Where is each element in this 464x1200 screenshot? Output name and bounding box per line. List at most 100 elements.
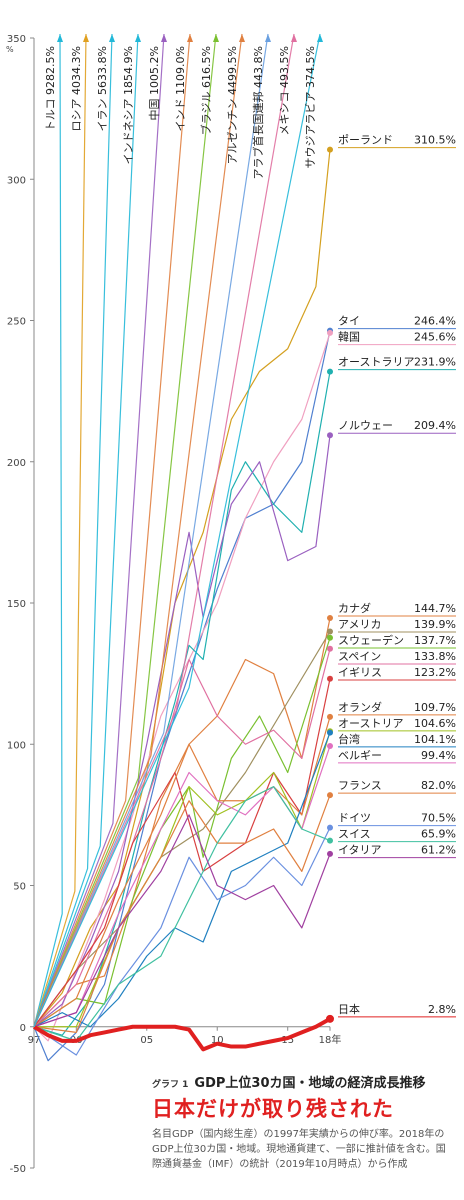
offscale-line <box>33 33 217 1027</box>
y-tick-label: 250 <box>7 317 26 328</box>
chart-caption: グラフ 1 GDP上位30カ国・地域の経済成長推移 日本だけが取り残された 名目G… <box>152 1072 452 1172</box>
offscale-arrow <box>239 34 245 42</box>
series-line <box>33 814 331 1028</box>
series-line <box>33 794 331 1034</box>
series-line <box>34 731 331 1028</box>
offscale-label: ロシア 4034.3% <box>70 46 83 131</box>
offscale-label: インドネシア 1854.9% <box>122 46 135 164</box>
caption-tag: グラフ 1 <box>152 1080 189 1090</box>
series-line <box>32 1017 331 1052</box>
offscale-line <box>33 33 243 1027</box>
series-value-label: 123.2% <box>414 666 456 679</box>
y-axis: -50 0 50 100 150 200 250 300 350% <box>6 34 35 1175</box>
series-name-label: イギリス <box>338 666 382 679</box>
x-tick-label: 15 <box>281 1035 294 1046</box>
offscale-arrow <box>317 34 323 42</box>
series-name-label: オーストリア <box>338 717 403 730</box>
series-end-marker <box>327 432 333 439</box>
offscale-label: アルゼンチン 4499.5% <box>226 46 239 164</box>
offscale-lines: トルコ 9282.5% ロシア 4034.3% イラン 5633.8% インドネシア … <box>33 33 323 1027</box>
series-value-label: 82.0% <box>421 779 456 792</box>
offscale-label: インド 1109.0% <box>174 46 187 131</box>
series-end-marker <box>327 675 333 682</box>
caption-title: 日本だけが取り残された <box>152 1097 394 1121</box>
series-end-marker <box>326 1014 334 1023</box>
offscale-line <box>33 33 87 1027</box>
offscale-label: ブラジル 616.5% <box>199 46 213 135</box>
series-line <box>33 827 331 1056</box>
series-name-label: タイ <box>338 315 360 328</box>
series-line <box>33 648 331 1028</box>
series-end-marker <box>327 742 333 749</box>
offscale-label: アラブ首長国連邦 443.8% <box>251 46 265 179</box>
offscale-line <box>33 33 63 1027</box>
series-value-label: 209.4% <box>414 419 456 432</box>
offscale-line <box>33 33 165 1027</box>
offscale-line <box>33 33 191 1027</box>
series-name-label: ドイツ <box>338 812 371 825</box>
y-tick-label: 300 <box>7 175 26 186</box>
series-name-label: アメリカ <box>338 618 381 631</box>
series-name-label: スペイン <box>338 650 381 663</box>
series-name-label: フランス <box>338 779 382 792</box>
offscale-line <box>33 33 113 1027</box>
series-name-label: カナダ <box>338 601 371 615</box>
series-end-marker <box>327 645 333 652</box>
y-tick-label: 150 <box>7 599 26 610</box>
offscale-arrow <box>161 34 167 42</box>
series-end-marker <box>327 628 333 635</box>
series-end-marker <box>327 850 333 857</box>
series-end-marker <box>327 614 333 621</box>
series-name-label: オーストラリア <box>338 356 414 369</box>
series-value-label: 2.8% <box>428 1003 456 1016</box>
offscale-arrow <box>213 34 219 42</box>
series-line <box>33 332 331 1042</box>
series-name-label: 台湾 <box>338 732 360 746</box>
offscale-arrow <box>135 34 141 42</box>
series-end-marker <box>327 729 333 736</box>
series-line <box>33 732 331 1028</box>
series-value-label: 65.9% <box>421 828 456 841</box>
series-value-label: 310.5% <box>414 134 456 147</box>
offscale-label: メキシコ 493.5% <box>278 46 291 135</box>
series-line <box>33 678 331 1028</box>
series-value-label: 61.2% <box>421 844 456 857</box>
series-name-label: ベルギー <box>338 749 382 762</box>
x-tick-label: 05 <box>140 1035 153 1046</box>
series-end-marker <box>327 634 333 641</box>
offscale-label: トルコ 9282.5% <box>44 46 57 131</box>
series-value-label: 231.9% <box>414 356 456 369</box>
series-line <box>33 631 331 1028</box>
x-tick-label: 18年 <box>319 1033 342 1046</box>
series-line <box>33 745 331 1028</box>
series-value-label: 99.4% <box>421 749 456 762</box>
series-value-label: 139.9% <box>414 618 456 631</box>
series-lines <box>32 146 334 1062</box>
series-end-marker <box>327 329 333 336</box>
series-value-label: 109.7% <box>414 701 456 714</box>
series-end-marker <box>327 146 333 153</box>
series-end-marker <box>327 713 333 720</box>
offscale-label: サウジアラビア 374.5% <box>304 46 317 168</box>
series-end-marker <box>327 824 333 831</box>
series-value-label: 70.5% <box>421 812 456 825</box>
offscale-line <box>33 33 269 1027</box>
series-value-label: 104.6% <box>414 717 456 730</box>
series-name-label: オランダ <box>338 700 382 714</box>
y-unit-label: % <box>6 45 14 54</box>
caption-heading: GDP上位30カ国・地域の経済成長推移 <box>194 1076 426 1091</box>
y-tick-label: 350 <box>7 34 26 45</box>
series-name-label: ノルウェー <box>338 419 393 432</box>
series-line <box>33 149 331 1028</box>
series-value-label: 246.4% <box>414 315 456 328</box>
y-tick-label: 50 <box>13 882 26 893</box>
caption-heading-row: グラフ 1 GDP上位30カ国・地域の経済成長推移 <box>152 1072 452 1091</box>
series-name-label: イタリア <box>338 844 382 857</box>
series-value-label: 104.1% <box>414 733 456 746</box>
series-value-label: 137.7% <box>414 634 456 647</box>
offscale-line <box>33 33 321 1027</box>
y-tick-label: 100 <box>7 740 26 751</box>
series-labels: ポーランド 310.5% タイ 246.4% 韓国 245.6%オーストラリア 231.9%… <box>338 134 456 1018</box>
series-name-label: 日本 <box>338 1002 360 1016</box>
